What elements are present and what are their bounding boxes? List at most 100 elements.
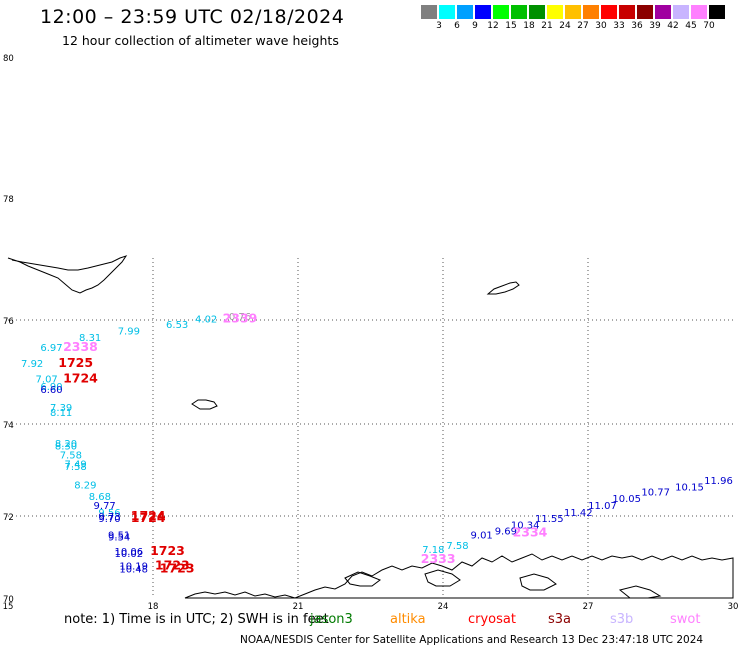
lat-label: 74 bbox=[3, 421, 14, 431]
scale-swatch bbox=[673, 5, 690, 19]
scale-value: 24 bbox=[559, 21, 571, 31]
wave-height-observation: 1724 bbox=[131, 508, 166, 523]
scale-value: 6 bbox=[454, 21, 460, 31]
wave-height-observation: 7.58 bbox=[446, 541, 468, 552]
scale-swatch bbox=[637, 5, 654, 19]
wave-height-observation: 0.76 bbox=[229, 312, 251, 323]
scale-swatch bbox=[547, 5, 564, 19]
wave-height-observation: 10.77 bbox=[641, 487, 670, 498]
coastal-island bbox=[519, 573, 557, 591]
lon-label: 18 bbox=[148, 602, 159, 612]
wave-height-observation: 7.07 bbox=[36, 374, 58, 385]
wave-height-observation: 10.02 bbox=[115, 549, 144, 560]
scale-swatch bbox=[493, 5, 510, 19]
scale-swatch bbox=[691, 5, 708, 19]
scale-swatch bbox=[709, 5, 726, 19]
scale-value: 15 bbox=[505, 21, 517, 31]
wave-height-observation: 9.73 bbox=[98, 512, 120, 523]
wave-height-observation: 7.39 bbox=[50, 403, 72, 414]
wave-height-observation: 2339 bbox=[223, 311, 258, 326]
wave-height-observation: 9.69 bbox=[495, 526, 517, 537]
wave-height-observation: 9.77 bbox=[94, 501, 116, 512]
lat-label: 72 bbox=[3, 513, 14, 523]
wave-height-observation: 2334 bbox=[513, 525, 548, 540]
lon-label: 15 bbox=[3, 602, 14, 612]
lon-label: 24 bbox=[438, 602, 449, 612]
wave-height-observation: 11.96 bbox=[704, 476, 733, 487]
satellite-label-altika: altika bbox=[390, 612, 426, 627]
bjornoya-coastline bbox=[191, 399, 218, 410]
scale-value: 3 bbox=[436, 21, 442, 31]
scale-value: 27 bbox=[577, 21, 589, 31]
wave-height-observation: 10.06 bbox=[115, 547, 144, 558]
scale-value: 70 bbox=[703, 21, 715, 31]
wave-height-observation: 2333 bbox=[421, 551, 456, 566]
wave-height-observation: 1723 bbox=[160, 561, 195, 576]
scale-value: 21 bbox=[541, 21, 553, 31]
footer-note: note: 1) Time is in UTC; 2) SWH is in fe… bbox=[64, 612, 329, 627]
wave-height-observation: 1725 bbox=[58, 355, 93, 370]
scale-swatch bbox=[583, 5, 600, 19]
scale-swatch bbox=[457, 5, 474, 19]
lon-label: 30 bbox=[728, 602, 739, 612]
wave-height-observation: 1723 bbox=[150, 543, 185, 558]
scale-swatch bbox=[655, 5, 672, 19]
scale-value: 45 bbox=[685, 21, 697, 31]
lat-label: 78 bbox=[3, 195, 14, 205]
scale-swatch bbox=[421, 5, 438, 19]
lat-label: 80 bbox=[3, 54, 14, 64]
wave-height-observation: 7.49 bbox=[65, 460, 87, 471]
scale-swatch bbox=[475, 5, 492, 19]
coastal-island bbox=[424, 569, 461, 587]
lat-label: 76 bbox=[3, 317, 14, 327]
satellite-label-jason3: jason3 bbox=[310, 612, 353, 627]
wave-height-observation: 10.15 bbox=[675, 483, 704, 494]
wave-height-observation: 10.05 bbox=[612, 494, 641, 505]
scale-value: 30 bbox=[595, 21, 607, 31]
wave-height-observation: 8.29 bbox=[74, 480, 96, 491]
scale-swatch bbox=[511, 5, 528, 19]
svalbard-coastline bbox=[7, 255, 128, 294]
wave-height-observation: 11.07 bbox=[588, 501, 617, 512]
wave-height-observation: 6.60 bbox=[40, 385, 62, 396]
wave-height-observation: 9.56 bbox=[98, 508, 120, 519]
scale-value: 42 bbox=[667, 21, 679, 31]
wave-height-observation: 7.58 bbox=[60, 451, 82, 462]
wave-height-observation: 8.30 bbox=[55, 441, 77, 452]
wave-height-observation: 6.90 bbox=[40, 382, 62, 393]
scale-value: 33 bbox=[613, 21, 625, 31]
scale-value: 36 bbox=[631, 21, 643, 31]
wave-height-observation: 9.70 bbox=[98, 514, 120, 525]
wave-height-observation: 10.19 bbox=[119, 561, 148, 572]
footer-credit: NOAA/NESDIS Center for Satellite Applica… bbox=[240, 634, 704, 646]
wave-height-observation: 8.11 bbox=[50, 408, 72, 419]
scale-value: 39 bbox=[649, 21, 661, 31]
wave-height-observation: 8.20 bbox=[55, 439, 77, 450]
scale-swatch bbox=[619, 5, 636, 19]
lon-label: 21 bbox=[293, 602, 304, 612]
scale-swatch bbox=[601, 5, 618, 19]
lat-label: 70 bbox=[3, 595, 14, 605]
wave-height-observation: 10.48 bbox=[119, 565, 148, 576]
scale-swatch bbox=[565, 5, 582, 19]
wave-height-observation: 2338 bbox=[63, 339, 98, 354]
scale-swatch bbox=[439, 5, 456, 19]
wave-height-observation: 9.54 bbox=[108, 533, 130, 544]
scale-value: 18 bbox=[523, 21, 535, 31]
wave-height-observation: 6.97 bbox=[40, 343, 62, 354]
map-title: 12:00 – 23:59 UTC 02/18/2024 bbox=[40, 6, 345, 28]
lon-label: 27 bbox=[583, 602, 594, 612]
scale-swatch bbox=[529, 5, 546, 19]
wave-height-observation: 1724 bbox=[63, 370, 98, 385]
wave-height-observation: 7.99 bbox=[118, 327, 140, 338]
wave-height-observation: 8.31 bbox=[79, 333, 101, 344]
wave-height-observation: 6.53 bbox=[166, 320, 188, 331]
wave-height-observation: 11.55 bbox=[535, 514, 564, 525]
wave-height-observation: 9.01 bbox=[471, 531, 493, 542]
satellite-label-cryosat: cryosat bbox=[468, 612, 516, 627]
wave-height-observation: 7.58 bbox=[65, 462, 87, 473]
wave-height-observation: 11.42 bbox=[564, 508, 593, 519]
wave-height-observation: 1723 bbox=[155, 557, 190, 572]
wave-height-observation: 9.51 bbox=[108, 531, 130, 542]
